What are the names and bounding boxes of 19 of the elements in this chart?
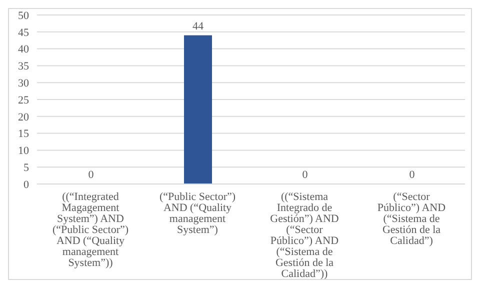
y-tick-label: 25 — [18, 94, 30, 106]
x-tick-label: (“Public Sector”) AND (“Quality management System”) — [159, 191, 236, 236]
y-tick-label: 45 — [18, 26, 30, 39]
y-tick-label: 30 — [18, 78, 30, 90]
data-label: 44 — [192, 20, 204, 32]
y-tick-label: 35 — [18, 60, 30, 73]
x-tick-label: ((“Integrated Magagement System”) AND (“Public Sector”) AND (“Quality management System”)) — [52, 191, 129, 269]
y-tick-label: 0 — [24, 178, 30, 191]
data-label: 0 — [88, 169, 94, 181]
y-tick-label: 10 — [18, 145, 30, 158]
data-label: 0 — [409, 169, 416, 181]
y-tick-label: 5 — [24, 162, 30, 174]
x-tick-label: (“Sector Público”) AND (“Sistema de Gestión de la Calidad”) — [377, 191, 446, 247]
y-tick-label: 20 — [18, 111, 30, 124]
y-tick-label: 40 — [18, 44, 30, 56]
x-tick-label: ((“Sistema Integrado de Gestión”) AND (“Sector Público”) AND (“Sistema de Gestión de la Calidad”)) — [270, 191, 339, 280]
y-tick-label: 50 — [18, 10, 30, 22]
y-tick-label: 15 — [18, 128, 30, 140]
data-label: 0 — [302, 169, 308, 181]
